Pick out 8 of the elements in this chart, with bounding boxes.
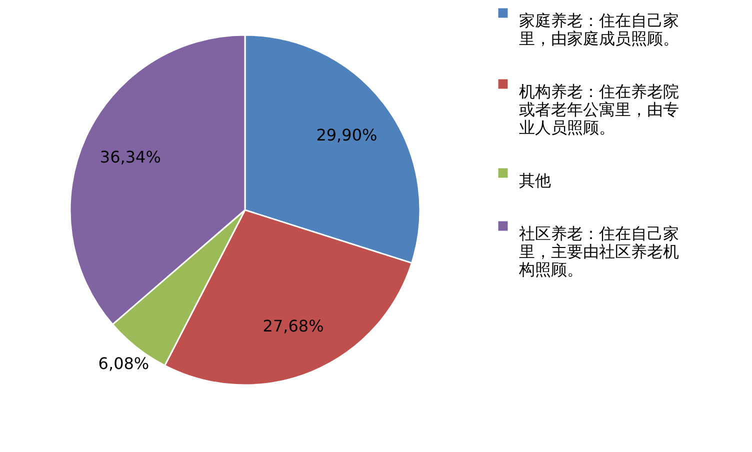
data-label: 29,90% [316,126,378,145]
legend-label: 社区养老：住在自己家里，主要由社区养老机构照顾。 [518,224,679,279]
data-label: 27,68% [262,316,324,336]
data-label: 6,08% [98,354,150,373]
legend-label: 家庭养老：住在自己家里，由家庭成员照顾。 [519,11,679,48]
legend-label: 机构养老：住在养老院或者老年公寓里，由专业人员照顾。 [519,82,679,137]
legend-label: 其他 [519,171,551,190]
data-label: 36,34% [100,148,161,167]
